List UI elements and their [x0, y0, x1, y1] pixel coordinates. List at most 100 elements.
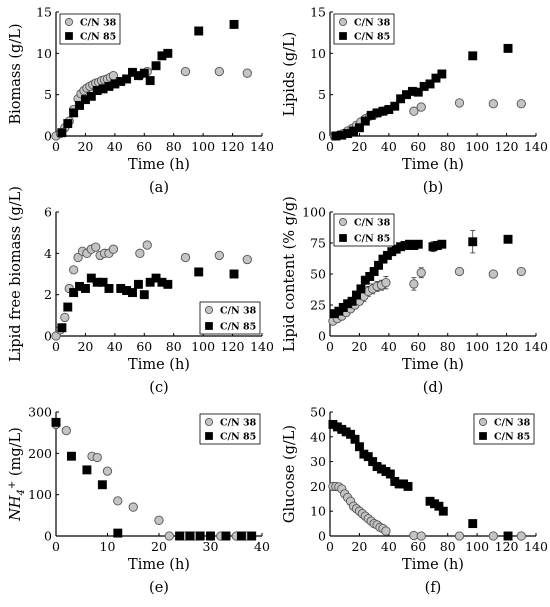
y-tick-label: 20 — [310, 479, 326, 494]
data-point-cn85 — [86, 91, 96, 101]
legend-label: C/N 85 — [354, 32, 390, 43]
y-tick-label: 10 — [36, 46, 52, 61]
data-point-cn38 — [488, 99, 498, 109]
x-tick-label: 0 — [52, 339, 60, 354]
data-point-cn85 — [354, 123, 364, 133]
data-point-cn85 — [113, 528, 123, 538]
x-axis-label: Time (h) — [128, 357, 190, 373]
data-point-cn38 — [154, 515, 164, 525]
y-axis-label: Lipid content (% g/g) — [282, 196, 298, 352]
y-tick-label: 40 — [310, 429, 326, 444]
data-point-cn38 — [73, 252, 83, 263]
panel-label: (a) — [149, 180, 169, 196]
data-point-cn85 — [468, 237, 478, 247]
data-point-cn85 — [356, 284, 366, 294]
data-point-cn85 — [229, 269, 239, 279]
data-point-cn85 — [206, 531, 215, 541]
y-tick-label: 75 — [310, 236, 326, 251]
data-point-cn38 — [108, 244, 119, 254]
data-point-cn38 — [516, 99, 526, 109]
x-tick-label: 0 — [52, 139, 60, 154]
data-point-cn85 — [437, 69, 447, 79]
legend-label: C/N 85 — [494, 432, 530, 443]
x-tick-label: 0 — [326, 339, 334, 354]
data-point-cn85 — [438, 506, 448, 516]
y-tick-label: 0 — [318, 329, 326, 344]
legend: C/N 38 C/N 85 — [473, 413, 535, 445]
data-point-cn38 — [128, 502, 138, 512]
data-point-cn85 — [98, 277, 108, 287]
data-point-cn38 — [142, 240, 152, 250]
data-point-cn38 — [454, 531, 465, 541]
legend-label: C/N 38 — [220, 306, 257, 317]
y-tick-label: 50 — [310, 405, 326, 420]
data-point-cn85 — [229, 19, 239, 29]
data-point-cn85 — [75, 100, 84, 110]
legend-label: C/N 38 — [494, 418, 531, 429]
data-point-cn38 — [242, 254, 252, 265]
data-point-cn85 — [145, 76, 155, 86]
data-point-cn38 — [214, 250, 224, 261]
x-tick-label: 80 — [440, 139, 456, 154]
data-point-cn38 — [381, 278, 391, 288]
x-tick-label: 140 — [524, 339, 548, 354]
x-tick-label: 20 — [77, 339, 93, 354]
x-tick-label: 20 — [351, 339, 367, 354]
data-point-cn38 — [416, 268, 426, 278]
x-tick-label: 140 — [250, 339, 274, 354]
data-point-cn85 — [194, 267, 204, 277]
y-tick-label: 0 — [318, 529, 326, 544]
x-tick-label: 80 — [166, 139, 182, 154]
data-point-cn85 — [403, 481, 413, 491]
data-point-cn85 — [236, 531, 246, 541]
legend: C/N 38 C/N 85 — [199, 301, 261, 335]
legend-label: C/N 85 — [220, 322, 256, 333]
x-tick-label: 60 — [410, 339, 426, 354]
x-tick-label: 20 — [351, 139, 367, 154]
data-point-cn38 — [214, 66, 224, 77]
x-tick-label: 10 — [100, 539, 116, 554]
x-tick-label: 40 — [381, 139, 397, 154]
data-point-cn85 — [468, 51, 478, 61]
data-point-cn85 — [247, 531, 257, 541]
data-point-cn85 — [360, 116, 370, 126]
legend-label: C/N 38 — [80, 18, 117, 29]
data-point-cn85 — [163, 279, 173, 289]
data-point-cn38 — [51, 331, 61, 341]
y-axis-label: Lipid free biomass (g/L) — [8, 186, 24, 362]
chart-panel: 0 20 40 60 80 100 120 140 0 2 4 6 Time (h) Lipid free… — [8, 186, 274, 396]
y-tick-label: 10 — [310, 46, 326, 61]
data-point-cn85 — [163, 48, 173, 58]
data-point-cn85 — [385, 469, 395, 479]
data-point-cn85 — [195, 531, 205, 541]
data-point-cn85 — [503, 234, 513, 244]
data-point-cn38 — [242, 68, 252, 78]
x-tick-label: 40 — [254, 539, 270, 554]
legend-marker — [65, 32, 73, 40]
y-tick-label: 5 — [318, 87, 326, 102]
y-axis-label: Biomass (g/L) — [8, 23, 24, 124]
x-tick-label: 140 — [250, 139, 274, 154]
data-point-cn85 — [350, 434, 360, 444]
x-tick-label: 80 — [166, 339, 182, 354]
x-tick-label: 140 — [524, 139, 548, 154]
data-point-cn38 — [416, 531, 426, 541]
x-tick-label: 100 — [191, 139, 215, 154]
y-tick-label: 6 — [44, 205, 52, 220]
legend: C/N 38 C/N 85 — [333, 213, 395, 247]
x-tick-label: 80 — [440, 539, 456, 554]
data-point-cn85 — [390, 101, 400, 111]
data-point-cn85 — [67, 451, 76, 461]
chart-panel: 0 20 40 60 80 100 120 140 0 5 10 15 Time (h) Lipids (… — [282, 5, 548, 197]
panel-label: (b) — [423, 180, 444, 196]
data-point-cn85 — [354, 442, 364, 452]
y-tick-label: 0 — [44, 529, 52, 544]
legend: C/N 38 C/N 85 — [199, 413, 261, 445]
x-tick-label: 20 — [351, 539, 367, 554]
y-tick-label: 50 — [310, 267, 326, 282]
x-axis-label: Time (h) — [128, 157, 190, 173]
y-tick-label: 15 — [310, 5, 326, 20]
x-tick-label: 100 — [465, 539, 489, 554]
